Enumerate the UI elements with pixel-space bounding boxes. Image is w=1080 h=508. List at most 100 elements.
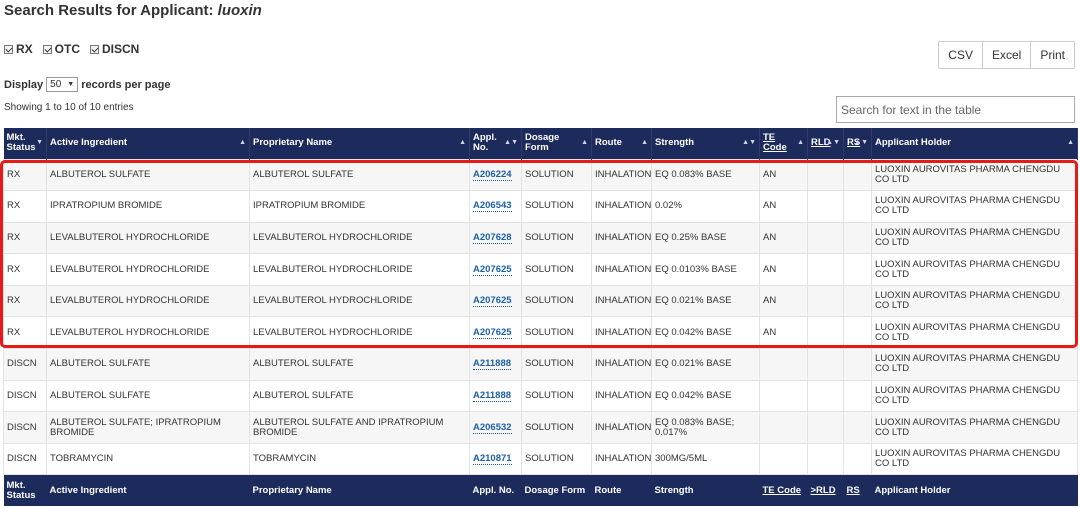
col-strength[interactable]: Strength ▲▼ (651, 128, 760, 159)
col-mkt-status[interactable]: Mkt. Status ▼ (3, 128, 47, 159)
table-row: RX LEVALBUTEROL HYDROCHLORIDE LEVALBUTEROL… (3, 284, 1078, 318)
cell-appl-no: A207625 (469, 284, 522, 318)
appl-no-link[interactable]: A207625 (473, 295, 512, 308)
foot-active-ingredient: Active Ingredient (46, 474, 250, 506)
cell-dosage-form: SOLUTION (521, 190, 592, 223)
title-prefix: Search Results for Applicant: (4, 2, 214, 19)
search-input[interactable] (836, 96, 1075, 123)
appl-no-link[interactable]: A211888 (473, 389, 512, 402)
cell-te-code: AN (759, 284, 808, 318)
cell-appl-no: A211888 (469, 348, 522, 381)
cell-rld (807, 190, 844, 223)
cell-active-ingredient: ALBUTEROL SULFATE (46, 158, 250, 192)
cell-rld (807, 158, 844, 192)
sort-icon: ▼ (36, 139, 43, 147)
cell-active-ingredient: LEVALBUTEROL HYDROCHLORIDE (46, 316, 250, 350)
cell-dosage-form: SOLUTION (521, 411, 592, 444)
col-dosage-form[interactable]: Dosage Form ▲ (521, 128, 592, 159)
filter-discn[interactable]: DISCN (90, 42, 139, 56)
cell-appl-no: A207625 (469, 253, 522, 286)
appl-no-link[interactable]: A207628 (473, 231, 512, 244)
cell-appl-no: A210871 (469, 442, 522, 476)
appl-no-link[interactable]: A206543 (473, 200, 512, 213)
discn-checkbox[interactable] (90, 44, 100, 54)
foot-mkt-status: Mkt. Status (3, 474, 47, 506)
cell-te-code (759, 379, 808, 413)
appl-no-link[interactable]: A207625 (473, 326, 512, 339)
col-proprietary-name[interactable]: Proprietary Name ▲ (249, 128, 470, 159)
cell-strength: EQ 0.042% BASE (651, 379, 760, 413)
sort-icon: ▲▼ (504, 139, 518, 147)
cell-proprietary-name: TOBRAMYCIN (249, 442, 470, 476)
cell-proprietary-name: LEVALBUTEROL HYDROCHLORIDE (249, 253, 470, 286)
cell-strength: EQ 0.042% BASE (651, 316, 760, 350)
table-row: RX LEVALBUTEROL HYDROCHLORIDE LEVALBUTEROL… (3, 221, 1078, 255)
cell-applicant-holder: LUOXIN AUROVITAS PHARMA CHENGDU CO LTD (871, 158, 1078, 192)
cell-rs (843, 348, 872, 381)
cell-route: INHALATION (591, 316, 652, 350)
foot-strength: Strength (651, 474, 760, 506)
cell-applicant-holder: LUOXIN AUROVITAS PHARMA CHENGDU CO LTD (871, 221, 1078, 255)
cell-active-ingredient: LEVALBUTEROL HYDROCHLORIDE (46, 221, 250, 255)
col-active-ingredient[interactable]: Active Ingredient ▲ (46, 128, 250, 159)
cell-route: INHALATION (591, 221, 652, 255)
cell-strength: EQ 0.0103% BASE (651, 253, 760, 286)
cell-rld (807, 379, 844, 413)
cell-appl-no: A207628 (469, 221, 522, 255)
appl-no-link[interactable]: A206532 (473, 421, 512, 434)
foot-applicant-holder: Applicant Holder (871, 474, 1078, 506)
cell-rld (807, 348, 844, 381)
cell-active-ingredient: ALBUTEROL SULFATE (46, 348, 250, 381)
cell-dosage-form: SOLUTION (521, 284, 592, 318)
cell-strength: EQ 0.021% BASE (651, 348, 760, 381)
sort-icon: ▲▼ (742, 139, 756, 147)
cell-applicant-holder: LUOXIN AUROVITAS PHARMA CHENGDU CO LTD (871, 190, 1078, 223)
cell-status: RX (3, 221, 47, 255)
col-route[interactable]: Route ▲ (591, 128, 652, 159)
cell-te-code (759, 411, 808, 444)
print-button[interactable]: Print (1040, 48, 1065, 62)
col-te-code[interactable]: TE Code ▲ (759, 128, 808, 159)
cell-rld (807, 221, 844, 255)
filter-otc[interactable]: OTC (42, 42, 80, 56)
table-row: RX IPRATROPIUM BROMIDE IPRATROPIUM BROMIDE… (3, 190, 1078, 223)
results-table: Mkt. Status ▼ Active Ingredient ▲ Proprieta… (3, 128, 1078, 506)
col-appl-no[interactable]: Appl. No. ▲▼ (469, 128, 522, 159)
otc-checkbox[interactable] (42, 44, 52, 54)
excel-button[interactable]: Excel (983, 42, 1032, 68)
col-rs[interactable]: RS ▲▼ (843, 128, 872, 159)
rx-checkbox[interactable] (4, 44, 13, 54)
table-row: RX LEVALBUTEROL HYDROCHLORIDE LEVALBUTEROL… (3, 253, 1078, 286)
col-applicant-holder[interactable]: Applicant Holder ▲ (871, 128, 1078, 159)
cell-rs (843, 284, 872, 318)
foot-te-code: TE Code (759, 474, 808, 506)
page-length-select[interactable]: 50 ▼ (46, 77, 79, 92)
cell-rs (843, 379, 872, 413)
status-filters: RX OTC DISCN (4, 42, 139, 56)
cell-te-code (759, 442, 808, 476)
appl-no-link[interactable]: A206224 (473, 168, 512, 181)
filter-rx[interactable]: RX (4, 42, 33, 56)
appl-no-link[interactable]: A210871 (473, 453, 512, 466)
cell-route: INHALATION (591, 442, 652, 476)
cell-proprietary-name: ALBUTEROL SULFATE AND IPRATROPIUM BROMID… (249, 411, 470, 444)
sort-icon: ▲ (239, 139, 246, 147)
cell-status: DISCN (3, 411, 47, 444)
cell-rld (807, 284, 844, 318)
cell-proprietary-name: ALBUTEROL SULFATE (249, 348, 470, 381)
foot-dosage-form: Dosage Form (521, 474, 592, 506)
appl-no-link[interactable]: A207625 (473, 263, 512, 276)
sort-icon: ▲ (459, 139, 466, 147)
cell-status: RX (3, 190, 47, 223)
appl-no-link[interactable]: A211888 (473, 358, 512, 371)
export-buttons: CSV Excel Print (938, 41, 1075, 69)
sort-icon: ▲ (797, 139, 804, 147)
cell-strength: EQ 0.25% BASE (651, 221, 760, 255)
cell-rs (843, 253, 872, 286)
csv-button[interactable]: CSV (939, 42, 983, 68)
cell-appl-no: A211888 (469, 379, 522, 413)
cell-route: INHALATION (591, 411, 652, 444)
cell-active-ingredient: TOBRAMYCIN (46, 442, 250, 476)
col-rld[interactable]: RLD ▲▼ (807, 128, 844, 159)
cell-rs (843, 190, 872, 223)
